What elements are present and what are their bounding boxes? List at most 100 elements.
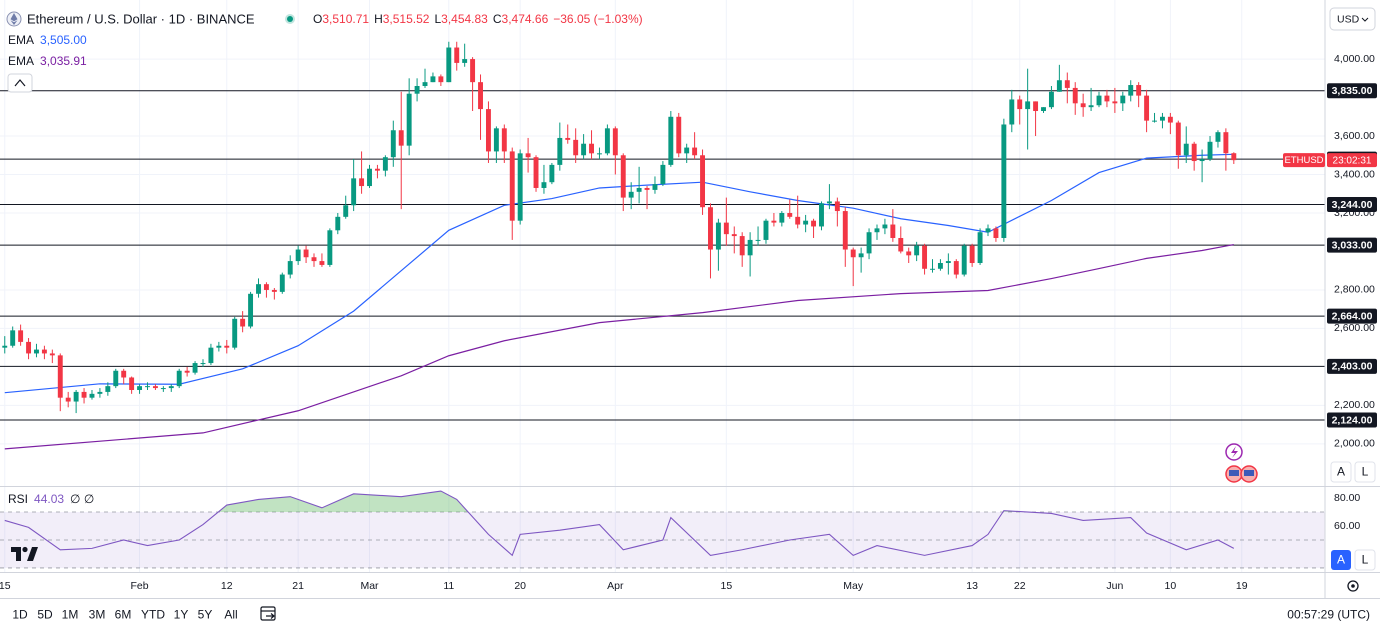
candle-body [232,318,238,348]
candle-body [1223,132,1229,154]
auto-scale-label: A [1337,553,1345,567]
y-tick-label: 2,800.00 [1334,284,1375,296]
candle-body [430,76,436,83]
candle-body [961,245,967,275]
candle-body [945,261,951,264]
log-scale-button[interactable] [1354,549,1376,571]
candle-body [89,393,95,398]
settings-icon[interactable] [1347,580,1359,592]
clock[interactable]: 00:57:29 (UTC) [1287,608,1370,622]
candle-body [771,220,777,223]
log-scale-label: L [1362,553,1369,567]
candle-body [390,130,396,158]
range-button[interactable]: 1M [62,608,79,622]
x-tick-label: 15 [720,580,732,592]
candle-body [256,284,261,294]
candle-body [652,184,658,190]
candle-body [708,207,713,250]
x-tick-label: 19 [1236,580,1248,592]
candle-body [557,137,563,165]
candle-body [374,168,380,171]
candle-body [493,128,499,152]
candle-body [715,222,721,250]
rsi-pane [4,490,1235,557]
candle-body [644,187,650,190]
candle-body [834,201,840,212]
candle-body [581,143,587,156]
candle-body [668,116,674,165]
candle-body [977,232,983,264]
collapse-button[interactable] [7,73,33,93]
candle-body [192,363,198,373]
x-tick-label: 10 [1165,580,1177,592]
range-button[interactable]: YTD [141,608,165,622]
candle-body [914,245,920,256]
candle-body [462,59,468,63]
candle-body [1144,95,1150,121]
auto-scale-button[interactable] [1330,461,1352,483]
ohlc-value: 3,510.71 [322,12,369,26]
candle-body [398,130,404,146]
candle-body [525,153,531,158]
candle-body [34,349,39,354]
candle-body [589,143,594,154]
range-button[interactable]: All [224,608,237,622]
range-button[interactable]: 1D [12,608,28,622]
axes: 15 Feb 12 21 Mar 11 20 Apr 15 May 13 22 Jun 10 19 4,000… [0,53,1377,592]
y-tick-label: 3,600.00 [1334,130,1375,142]
range-button[interactable]: 5Y [198,608,213,622]
candle-body [1009,99,1015,125]
change: −36.05 (−1.03%) [553,12,642,26]
date-range-icon[interactable] [260,606,276,621]
collapse-icon [14,79,26,87]
auto-scale-button[interactable] [1331,550,1351,570]
candle-body [533,157,539,188]
candle-body [1152,120,1157,122]
candle-body [969,245,975,264]
range-button[interactable]: 6M [115,608,132,622]
candle-body [446,47,452,83]
currency: USD [1337,13,1360,25]
candle-body [129,377,135,390]
candle-body [81,391,87,398]
ema-line [4,243,1234,450]
candle-body [1088,105,1094,108]
candle-body [819,203,824,227]
candle-body [1175,122,1181,156]
x-tick-label: May [843,580,864,592]
eth-icon-glyph [10,13,18,25]
x-tick-label: 22 [1014,580,1026,592]
candle-body [1128,85,1134,96]
candle-body [906,251,912,256]
y-tick-label: 4,000.00 [1334,53,1375,65]
candle-body [597,153,602,155]
candle-body [1136,85,1142,96]
y-tick-label: 80.00 [1334,492,1360,504]
candle-body [517,153,523,221]
candle-body [319,261,325,265]
ohlc-value: 3,454.83 [441,12,488,26]
candle-body [303,249,309,258]
candle-body [612,128,618,156]
auto-scale-label: A [1337,465,1345,479]
currency-select[interactable] [1329,7,1376,31]
candle-body [485,109,491,152]
candle-body [1048,91,1054,108]
log-scale-button[interactable] [1354,461,1376,483]
range-button[interactable]: 5D [37,608,53,622]
candle-body [422,82,428,87]
candle-body [1183,143,1189,156]
candle-body [930,268,935,270]
settings-icon-center [1351,584,1355,588]
level-label: 2,403.00 [1332,361,1373,373]
candle-body [359,178,365,187]
range-button[interactable]: 3M [89,608,106,622]
ohlc-key: O [313,12,322,26]
range-button[interactable]: 1Y [174,608,189,622]
ema-legend: EMA 3,035.91 [8,54,87,68]
x-tick-label: Apr [607,580,624,592]
candle-body [10,330,16,346]
level-label: 2,124.00 [1332,414,1373,426]
candle-body [1207,141,1213,160]
